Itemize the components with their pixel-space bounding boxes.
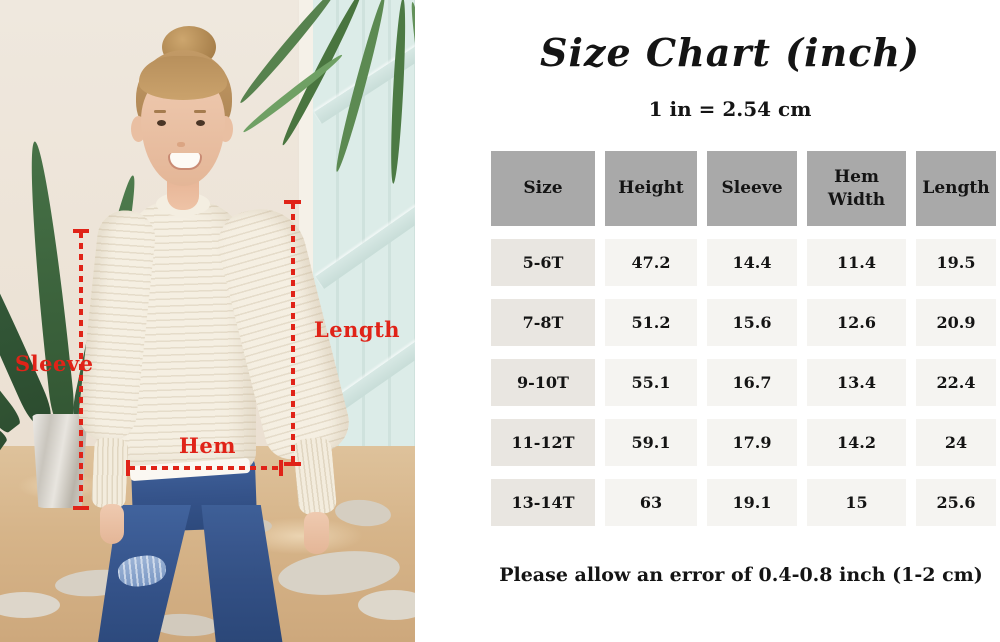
column-header-sleeve: Sleeve [707, 151, 797, 226]
length-annotation-label: Length [314, 317, 401, 342]
unit-conversion-note: 1 in = 2.54 cm [648, 97, 812, 121]
stepping-stone [0, 592, 60, 618]
girl-left-hand [100, 504, 124, 544]
girl-hair-fringe [139, 56, 227, 100]
sleeve-annotation-label: Sleeve [15, 351, 94, 376]
sleeve-value-cell: 19.1 [707, 479, 797, 526]
size-chart-panel: Size Chart (inch) 1 in = 2.54 cm Size He… [415, 0, 1000, 642]
girl-smile [168, 153, 202, 170]
hem-width-value-cell: 15 [807, 479, 906, 526]
hem-width-value-cell: 14.2 [807, 419, 906, 466]
girl-sweater-left-cuff [91, 437, 129, 509]
column-header-length: Length [916, 151, 996, 226]
sleeve-line-top-cap [73, 229, 89, 233]
sleeve-measure-line [79, 232, 83, 508]
girl-sweater-right-cuff [292, 436, 338, 516]
sleeve-value-cell: 15.6 [707, 299, 797, 346]
size-label-cell: 13-14T [491, 479, 595, 526]
height-value-cell: 59.1 [605, 419, 697, 466]
hem-width-value-cell: 13.4 [807, 359, 906, 406]
size-label-cell: 5-6T [491, 239, 595, 286]
hem-line-left-cap [126, 460, 130, 476]
sleeve-value-cell: 17.9 [707, 419, 797, 466]
height-value-cell: 55.1 [605, 359, 697, 406]
column-header-height: Height [605, 151, 697, 226]
girl-left-eye [157, 120, 166, 126]
sleeve-value-cell: 14.4 [707, 239, 797, 286]
size-label-cell: 11-12T [491, 419, 595, 466]
length-measure-line [291, 203, 295, 463]
length-line-top-cap [284, 200, 301, 204]
length-value-cell: 25.6 [916, 479, 996, 526]
size-label-cell: 9-10T [491, 359, 595, 406]
hem-width-value-cell: 12.6 [807, 299, 906, 346]
size-label-cell: 7-8T [491, 299, 595, 346]
girl-right-hand [304, 512, 329, 554]
product-photo: Sleeve Length Hem [0, 0, 415, 642]
size-table: Size Height Sleeve Hem Width Length 5-6T… [491, 151, 996, 526]
height-value-cell: 63 [605, 479, 697, 526]
sleeve-value-cell: 16.7 [707, 359, 797, 406]
girl-right-eye [196, 120, 205, 126]
hem-annotation-label: Hem [179, 433, 236, 458]
hem-width-value-cell: 11.4 [807, 239, 906, 286]
error-tolerance-note: Please allow an error of 0.4-0.8 inch (1… [499, 564, 983, 586]
girl-right-eyebrow [194, 110, 206, 113]
length-value-cell: 19.5 [916, 239, 996, 286]
size-chart-title: Size Chart (inch) [540, 30, 920, 75]
length-value-cell: 24 [916, 419, 996, 466]
stepping-stone [358, 590, 415, 620]
height-value-cell: 51.2 [605, 299, 697, 346]
length-value-cell: 22.4 [916, 359, 996, 406]
sleeve-line-bottom-cap [73, 506, 89, 510]
plant-pot [32, 414, 88, 508]
hem-line-right-cap [279, 460, 283, 476]
height-value-cell: 47.2 [605, 239, 697, 286]
girl-left-eyebrow [154, 110, 166, 113]
length-line-bottom-cap [284, 462, 301, 466]
length-value-cell: 20.9 [916, 299, 996, 346]
column-header-hem-width: Hem Width [807, 151, 906, 226]
column-header-size: Size [491, 151, 595, 226]
hem-measure-line [129, 466, 281, 470]
girl-nose [177, 142, 185, 147]
